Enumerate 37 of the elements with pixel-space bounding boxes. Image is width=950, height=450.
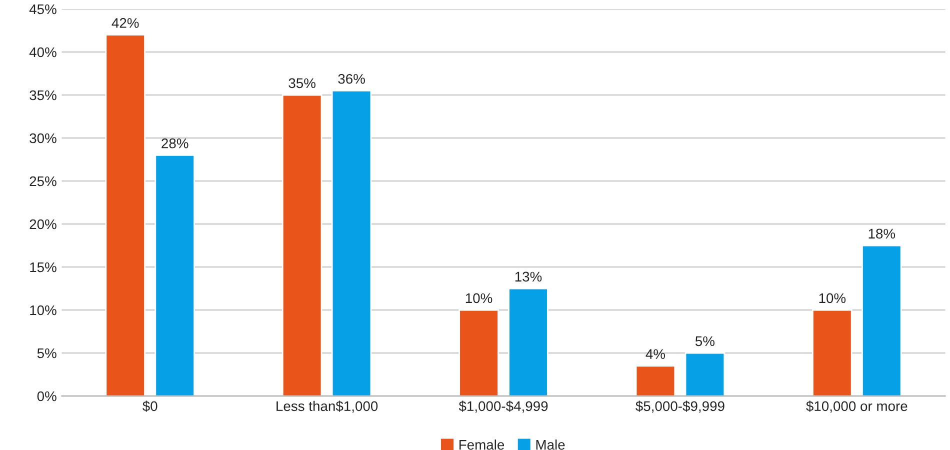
y-tick-label: 10% bbox=[30, 305, 56, 316]
bar bbox=[458, 309, 499, 396]
data-label: 18% bbox=[868, 228, 896, 239]
y-tick-label: 45% bbox=[29, 4, 56, 14]
bar bbox=[635, 365, 676, 396]
bar bbox=[105, 34, 146, 396]
bar bbox=[862, 244, 902, 396]
x-tick-label: Less than$1,000 bbox=[276, 400, 378, 413]
x-tick-label: $10,000 or more bbox=[806, 400, 908, 413]
bar bbox=[282, 94, 322, 396]
bar bbox=[508, 288, 548, 396]
data-label: 5% bbox=[695, 336, 714, 346]
y-tick-label: 40% bbox=[29, 47, 56, 58]
data-label: 28% bbox=[162, 138, 188, 148]
data-label: 4% bbox=[646, 349, 666, 359]
bar bbox=[812, 309, 852, 396]
y-tick-label: 20% bbox=[30, 219, 56, 230]
x-tick-label: $0 bbox=[142, 400, 158, 412]
legend-label: Male bbox=[536, 440, 565, 450]
data-label: 42% bbox=[112, 18, 139, 28]
bar bbox=[154, 154, 195, 396]
bar bbox=[331, 90, 372, 396]
y-tick-label: 25% bbox=[30, 176, 56, 186]
y-tick-label: 30% bbox=[30, 133, 56, 144]
x-tick-label: $1,000-$4,999 bbox=[458, 400, 548, 413]
data-label: 10% bbox=[466, 293, 492, 304]
y-tick-label: 5% bbox=[37, 348, 56, 358]
legend-label: Female bbox=[459, 440, 504, 450]
x-tick-label: $5,000-$9,999 bbox=[636, 400, 724, 413]
data-label: 10% bbox=[819, 293, 846, 304]
data-label: 13% bbox=[515, 272, 542, 282]
y-tick-label: 15% bbox=[30, 262, 56, 272]
data-label: 35% bbox=[288, 78, 316, 88]
y-tick-label: 35% bbox=[30, 90, 56, 100]
bar bbox=[684, 352, 726, 396]
data-label: 36% bbox=[338, 74, 365, 84]
y-tick-label: 0% bbox=[37, 391, 56, 402]
